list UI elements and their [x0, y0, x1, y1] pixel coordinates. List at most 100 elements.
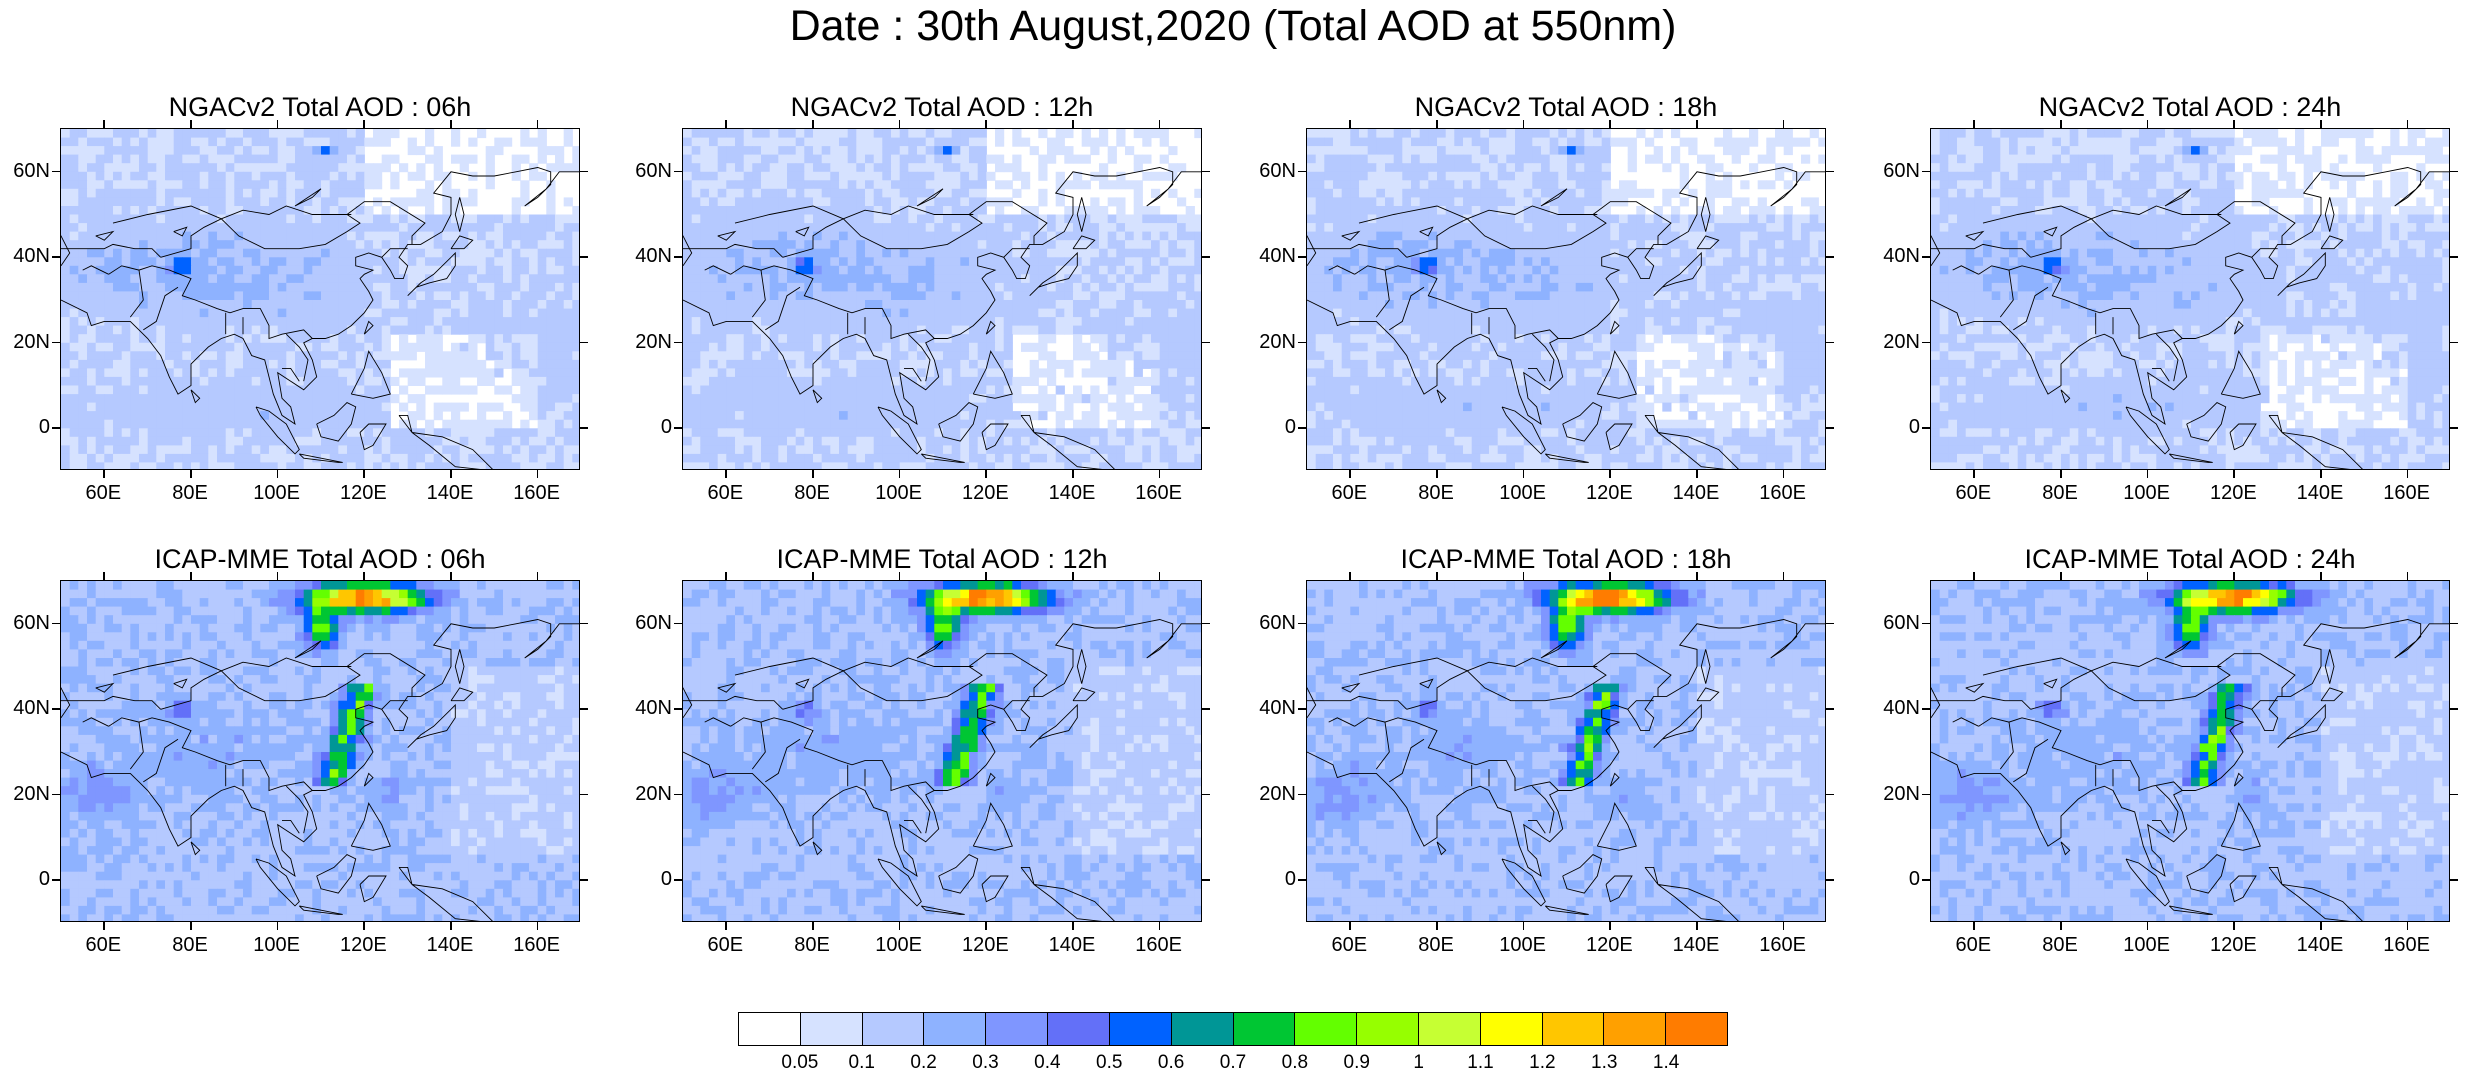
- lat-tick: [1202, 256, 1210, 258]
- lon-tick: [1072, 120, 1074, 128]
- lon-label: 100E: [242, 482, 312, 504]
- lat-tick: [1922, 708, 1930, 710]
- lon-tick: [277, 120, 279, 128]
- aod-field-svg: [683, 581, 1202, 922]
- lon-tick: [985, 120, 987, 128]
- lat-label: 40N: [0, 697, 50, 719]
- lon-tick: [363, 572, 365, 580]
- colorbar-cell: [1295, 1013, 1357, 1045]
- colorbar-cell: [1172, 1013, 1234, 1045]
- lat-label: 60N: [1246, 160, 1296, 182]
- lon-tick: [812, 470, 814, 478]
- lat-tick: [1826, 342, 1834, 344]
- lat-tick: [1298, 879, 1306, 881]
- lon-label: 120E: [1574, 934, 1644, 956]
- lat-label: 20N: [1246, 331, 1296, 353]
- lon-tick: [1349, 120, 1351, 128]
- lon-label: 80E: [1401, 482, 1471, 504]
- lat-label: 40N: [1246, 245, 1296, 267]
- lon-tick: [277, 922, 279, 930]
- lat-tick: [674, 427, 682, 429]
- lon-tick: [1973, 120, 1975, 128]
- lat-label: 20N: [1870, 783, 1920, 805]
- lon-tick: [103, 572, 105, 580]
- lon-label: 120E: [2198, 482, 2268, 504]
- lat-tick: [580, 171, 588, 173]
- lon-tick: [2233, 922, 2235, 930]
- panel-title: ICAP-MME Total AOD : 18h: [1306, 544, 1826, 574]
- lon-tick: [1436, 470, 1438, 478]
- lon-tick: [1973, 922, 1975, 930]
- lon-tick: [725, 572, 727, 580]
- lon-tick: [1696, 572, 1698, 580]
- lon-tick: [1436, 120, 1438, 128]
- lon-label: 140E: [1661, 482, 1731, 504]
- lat-tick: [1922, 879, 1930, 881]
- lat-label: 40N: [622, 245, 672, 267]
- lon-label: 100E: [864, 934, 934, 956]
- lat-label: 0: [622, 868, 672, 890]
- lat-label: 60N: [1246, 612, 1296, 634]
- lon-tick: [103, 922, 105, 930]
- lon-label: 100E: [242, 934, 312, 956]
- lon-tick: [2320, 572, 2322, 580]
- lat-tick: [1922, 256, 1930, 258]
- lat-label: 20N: [0, 783, 50, 805]
- lat-tick: [580, 256, 588, 258]
- lat-tick: [1826, 256, 1834, 258]
- lon-tick: [2147, 120, 2149, 128]
- lon-tick: [2407, 120, 2409, 128]
- lon-tick: [1523, 120, 1525, 128]
- lon-tick: [899, 922, 901, 930]
- lat-tick: [52, 794, 60, 796]
- lon-label: 140E: [415, 482, 485, 504]
- lat-tick: [1298, 623, 1306, 625]
- lon-tick: [2407, 470, 2409, 478]
- lon-tick: [1072, 922, 1074, 930]
- lon-tick: [103, 470, 105, 478]
- lon-tick: [1159, 922, 1161, 930]
- aod-field-svg: [683, 129, 1202, 470]
- aod-map: [682, 128, 1202, 470]
- aod-map: [682, 580, 1202, 922]
- lon-label: 120E: [328, 482, 398, 504]
- lat-tick: [674, 794, 682, 796]
- lat-label: 0: [0, 416, 50, 438]
- lat-tick: [1922, 623, 1930, 625]
- lat-label: 60N: [622, 160, 672, 182]
- panel-title: ICAP-MME Total AOD : 12h: [682, 544, 1202, 574]
- lon-label: 60E: [68, 482, 138, 504]
- lat-tick: [674, 623, 682, 625]
- lat-tick: [1826, 427, 1834, 429]
- lon-label: 80E: [155, 482, 225, 504]
- lon-label: 100E: [1488, 934, 1558, 956]
- lat-label: 40N: [622, 697, 672, 719]
- lon-tick: [725, 120, 727, 128]
- lat-tick: [674, 342, 682, 344]
- lon-label: 60E: [1314, 482, 1384, 504]
- lat-tick: [52, 171, 60, 173]
- lat-tick: [1922, 342, 1930, 344]
- lat-tick: [2450, 427, 2458, 429]
- lat-label: 0: [1246, 416, 1296, 438]
- lon-label: 80E: [2025, 482, 2095, 504]
- lon-label: 160E: [502, 934, 572, 956]
- lon-label: 120E: [328, 934, 398, 956]
- panel-title: NGACv2 Total AOD : 06h: [60, 92, 580, 122]
- lon-tick: [2320, 470, 2322, 478]
- lon-tick: [1609, 572, 1611, 580]
- colorbar-cell: [1543, 1013, 1605, 1045]
- lon-label: 140E: [1661, 934, 1731, 956]
- lon-tick: [1349, 572, 1351, 580]
- lon-label: 100E: [1488, 482, 1558, 504]
- lat-tick: [1922, 171, 1930, 173]
- lon-tick: [1349, 470, 1351, 478]
- panel-title: NGACv2 Total AOD : 12h: [682, 92, 1202, 122]
- lon-tick: [1436, 572, 1438, 580]
- lat-tick: [1202, 342, 1210, 344]
- lon-label: 60E: [1314, 934, 1384, 956]
